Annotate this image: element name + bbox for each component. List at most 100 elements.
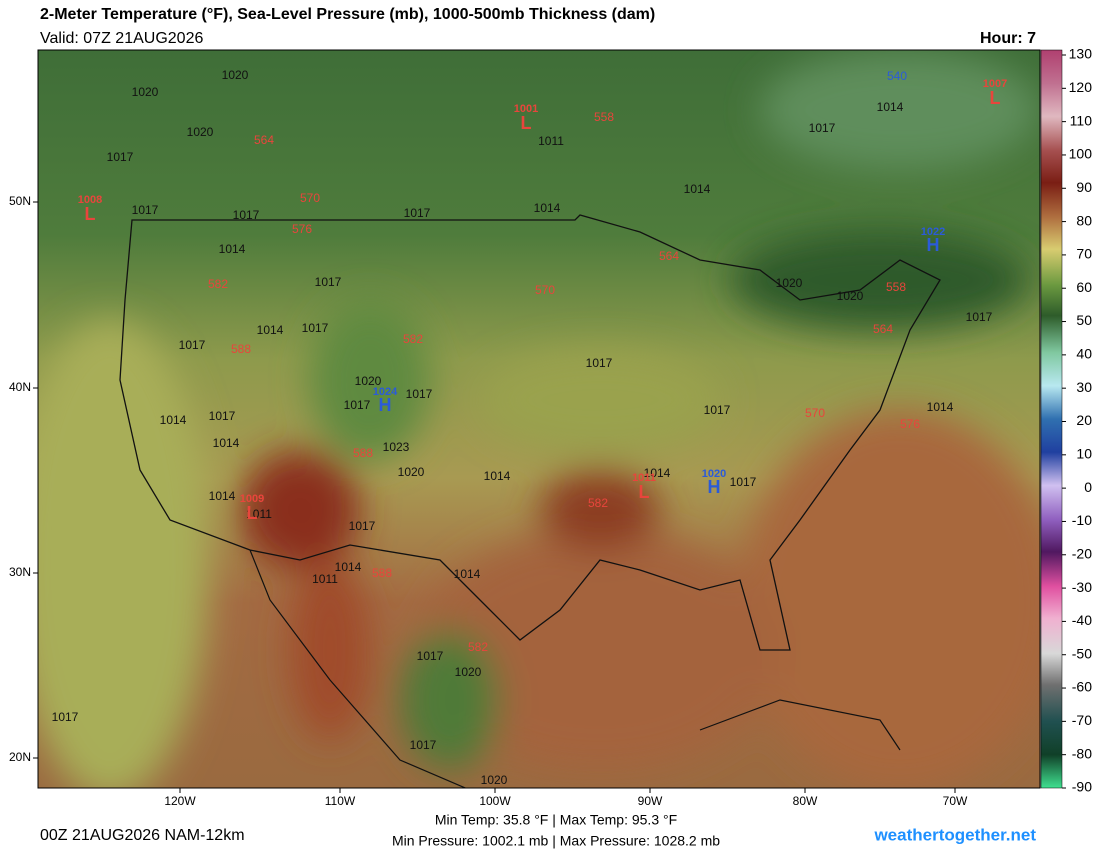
isobar-label: 1020 [355,374,382,388]
isobar-label: 1014 [209,489,236,503]
thickness-label: 576 [900,417,920,431]
isobar-label: 1014 [213,436,240,450]
title: 2-Meter Temperature (°F), Sea-Level Pres… [40,6,655,23]
isobar-label: 1014 [160,413,187,427]
map-frame [37,49,1041,789]
isobar-label: 1017 [586,356,613,370]
colorbar-tick-label: -10 [1072,512,1092,528]
low-pressure-symbol: L [247,503,258,523]
isobar-label: 1020 [222,68,249,82]
model-run: 00Z 21AUG2026 NAM-12km [40,827,245,844]
colorbar-tick-label: -20 [1072,545,1092,561]
latitude-label: 40N [9,380,31,394]
low-pressure-symbol: L [85,204,96,224]
colorbar-tick-label: -60 [1072,679,1092,695]
isobar-label: 1014 [219,242,246,256]
colorbar-tick-label: 80 [1076,212,1092,228]
map-field [38,50,1040,788]
thickness-label: 582 [468,640,488,654]
low-pressure-value: 1009 [240,493,264,505]
low-pressure-symbol: L [521,113,532,133]
colorbar-tick-label: 90 [1076,179,1092,195]
isobar-label: 1017 [966,310,993,324]
low-pressure-symbol: L [639,482,650,502]
colorbar-tick-label: 70 [1076,246,1092,262]
colorbar-tick-label: 10 [1076,446,1092,462]
colorbar-tick-label: 130 [1069,46,1093,62]
colorbar-tick-label: -40 [1072,612,1092,628]
isobar-label: 1017 [730,475,757,489]
isobar-label: 1017 [132,203,159,217]
isobar-label: 1014 [644,466,671,480]
thickness-label: 570 [300,191,320,205]
forecast-hour: Hour: 7 [980,30,1036,47]
isobar-label: 1017 [404,206,431,220]
isobar-label: 1014 [534,201,561,215]
isobar-label: 1017 [344,398,371,412]
latitude-label: 20N [9,750,31,764]
high-pressure-symbol: H [379,395,392,415]
isobar-label: 1017 [417,649,444,663]
isobar-label: 1020 [481,773,508,787]
isobar-label: 1017 [315,275,342,289]
low-pressure-value: 1001 [514,103,538,115]
thickness-label: 582 [208,277,228,291]
longitude-label: 90W [638,794,663,808]
colorbar-tick-label: -70 [1072,712,1092,728]
high-pressure-value: 1020 [702,468,726,480]
isobar-label: 1020 [398,465,425,479]
colorbar-tick-label: -90 [1072,779,1092,795]
thickness-label: 570 [535,283,555,297]
longitude-label: 110W [325,794,356,808]
low-pressure-value: 1008 [78,194,102,206]
isobar-label: 1014 [927,400,954,414]
isobar-label: 1017 [406,387,433,401]
colorbar-tick-label: 100 [1069,146,1093,162]
high-pressure-value: 1024 [373,386,398,398]
thickness-label: 558 [886,280,906,294]
colorbar [1040,49,1063,789]
thickness-label: 588 [372,566,392,580]
colorbar-tick-label: 110 [1070,112,1093,128]
longitude-label: 80W [793,794,818,808]
thickness-label: 588 [353,446,373,460]
valid-time: Valid: 07Z 21AUG2026 [40,30,203,47]
isobar-label: 1017 [209,409,236,423]
thickness-label: 582 [588,496,608,510]
isobar-label: 1017 [809,121,836,135]
thickness-label: 564 [659,249,679,263]
isobar-label: 1017 [302,321,329,335]
high-pressure-symbol: H [708,477,721,497]
site-name[interactable]: weathertogether.net [873,825,1036,844]
latitude-label: 30N [9,565,31,579]
thickness-label: 558 [594,110,614,124]
colorbar-tick-label: 30 [1076,379,1092,395]
thickness-label: 564 [873,322,893,336]
colorbar-tick-label: 60 [1076,279,1092,295]
high-pressure-symbol: H [927,235,940,255]
pressure-range: Min Pressure: 1002.1 mb | Max Pressure: … [392,833,720,849]
isobar-label: 1023 [383,440,410,454]
colorbar-tick-label: 20 [1076,412,1092,428]
low-pressure-value: 1007 [983,78,1007,90]
colorbar-tick-label: -50 [1072,645,1092,661]
isobar-label: 1017 [349,519,376,533]
isobar-label: 1014 [335,560,362,574]
thickness-label: 576 [292,222,312,236]
latitude-label: 50N [9,194,31,208]
isobar-label: 1017 [233,208,260,222]
isobar-label: 1017 [52,710,79,724]
isobar-label: 1014 [257,323,284,337]
isobar-label: 1011 [312,572,338,586]
low-pressure-symbol: L [990,88,1001,108]
thickness-label: 570 [805,406,825,420]
isobar-label: 1020 [187,125,214,139]
isobar-label: 1020 [776,276,803,290]
thickness-label: 582 [403,332,423,346]
thickness-label: 540 [887,69,907,83]
isobar-label: 1011 [246,507,272,521]
isobar-label: 1017 [107,150,134,164]
colorbar-tick-label: 40 [1076,346,1092,362]
thickness-label: 564 [254,133,274,147]
